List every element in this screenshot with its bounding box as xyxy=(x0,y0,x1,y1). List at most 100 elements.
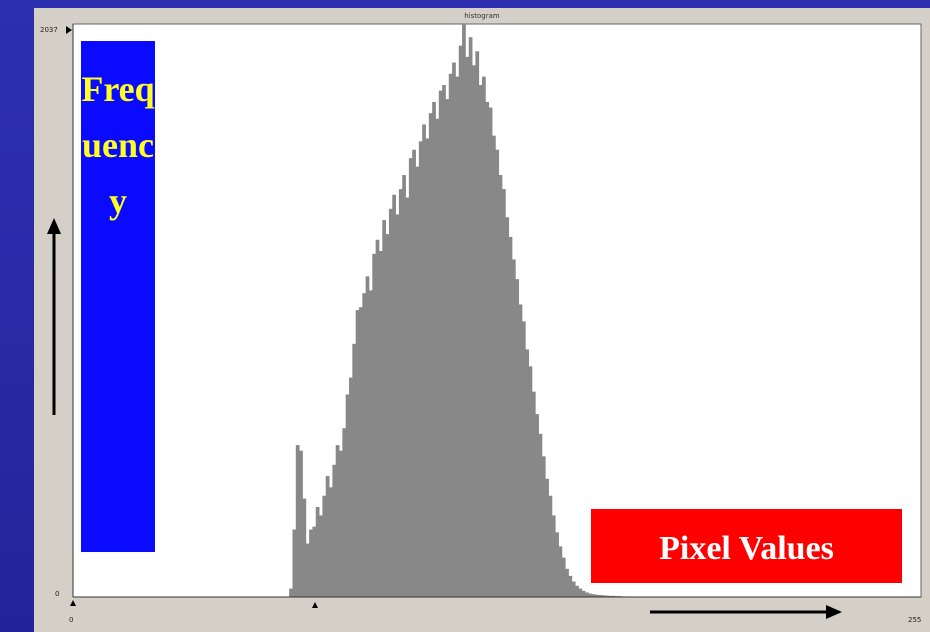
histogram-bar xyxy=(525,349,529,597)
histogram-bar xyxy=(591,594,596,597)
histogram-bar xyxy=(329,487,333,597)
histogram-bar xyxy=(551,515,556,597)
histogram-bar xyxy=(462,24,466,597)
histogram-bar xyxy=(601,595,606,597)
histogram-bar xyxy=(488,107,493,597)
histogram-bar xyxy=(508,236,513,597)
histogram-bars xyxy=(289,24,653,598)
histogram-bar xyxy=(561,557,566,597)
histogram-bar xyxy=(349,377,353,597)
histogram-bar xyxy=(405,197,410,597)
x-min-marker-icon xyxy=(70,600,76,606)
histogram-bar xyxy=(611,595,616,597)
histogram-bar xyxy=(575,585,579,597)
histogram-bar xyxy=(339,450,343,597)
histogram-bar xyxy=(578,588,583,597)
histogram-bar xyxy=(392,194,396,597)
histogram-bar xyxy=(375,239,380,597)
histogram-bar xyxy=(548,495,553,597)
frequency-label: Frequency xyxy=(81,69,155,221)
histogram-bar xyxy=(412,149,416,598)
histogram-bar xyxy=(352,343,357,597)
histogram-bar xyxy=(345,394,350,597)
histogram-bar xyxy=(555,532,559,597)
histogram-bar xyxy=(492,135,496,598)
histogram-bar xyxy=(295,445,300,597)
histogram-bar xyxy=(425,138,430,598)
histogram-bar xyxy=(538,433,543,597)
pixel-values-label-box: Pixel Values xyxy=(591,509,902,583)
histogram-bar xyxy=(541,456,546,597)
histogram-bar xyxy=(438,90,443,598)
histogram-bar xyxy=(478,85,483,597)
histogram-bar xyxy=(511,259,516,597)
histogram-bar xyxy=(472,65,476,598)
window-title: histogram xyxy=(464,12,500,20)
histogram-bar xyxy=(422,124,426,598)
histogram-bar xyxy=(342,428,347,597)
x-tick-label-max: 255 xyxy=(908,616,921,624)
histogram-bar xyxy=(495,149,500,598)
y-tick-label-min: 0 xyxy=(55,590,59,598)
pixel-values-label: Pixel Values xyxy=(659,530,834,567)
histogram-bar xyxy=(608,595,613,597)
histogram-bar xyxy=(475,51,480,598)
histogram-bar xyxy=(528,366,533,597)
histogram-bar xyxy=(292,529,297,597)
histogram-bar xyxy=(568,575,573,597)
histogram-bar xyxy=(428,113,433,598)
histogram-bar xyxy=(315,506,320,597)
histogram-bar xyxy=(505,217,510,597)
histogram-bar xyxy=(531,391,536,597)
frequency-arrow-icon xyxy=(47,218,61,415)
frequency-label-box: Frequency xyxy=(81,41,155,552)
histogram-bar xyxy=(452,62,456,598)
y-tick-label-max: 2037 xyxy=(40,26,58,34)
histogram-bar xyxy=(585,592,589,597)
histogram-bar xyxy=(385,234,390,597)
histogram-bar xyxy=(319,515,323,597)
histogram-bar xyxy=(455,76,460,598)
histogram-bar xyxy=(302,498,307,597)
histogram-bar xyxy=(458,45,463,598)
histogram-bar xyxy=(521,321,526,597)
histogram-bar xyxy=(442,85,446,597)
histogram-bar xyxy=(482,76,486,598)
range-marker-icon xyxy=(312,602,318,608)
histogram-bar xyxy=(289,588,293,597)
histogram-bar xyxy=(435,118,440,598)
histogram-bar xyxy=(408,158,413,597)
pixel-values-arrow-icon xyxy=(650,605,842,619)
histogram-bar xyxy=(362,293,367,597)
y-max-marker-icon xyxy=(66,26,72,34)
histogram-bar xyxy=(382,220,386,597)
histogram-bar xyxy=(535,414,539,597)
histogram-bar xyxy=(402,175,406,597)
histogram-bar xyxy=(305,543,310,597)
histogram-bar xyxy=(418,141,423,598)
histogram-bar xyxy=(365,276,370,597)
histogram-bar xyxy=(335,445,340,597)
histogram-bar xyxy=(595,594,599,597)
histogram-bar xyxy=(388,208,393,597)
histogram-bar xyxy=(605,595,609,597)
histogram-bar xyxy=(299,450,303,597)
histogram-bar xyxy=(518,304,523,597)
histogram-bar xyxy=(448,73,453,598)
histogram-bar xyxy=(432,101,436,598)
histogram-bar xyxy=(501,189,506,597)
histogram-bar xyxy=(445,99,450,598)
histogram-bar xyxy=(498,175,503,597)
histogram-bar xyxy=(571,581,576,597)
histogram-bar xyxy=(415,166,420,597)
histogram-bar xyxy=(332,464,337,597)
histogram-bar xyxy=(598,595,603,597)
histogram-bar xyxy=(378,251,383,597)
histogram-bar xyxy=(465,56,470,598)
histogram-bar xyxy=(398,189,403,597)
x-tick-label-min: 0 xyxy=(69,616,73,624)
histogram-bar xyxy=(581,590,586,597)
histogram-bar xyxy=(485,101,490,598)
histogram-bar xyxy=(312,526,317,597)
